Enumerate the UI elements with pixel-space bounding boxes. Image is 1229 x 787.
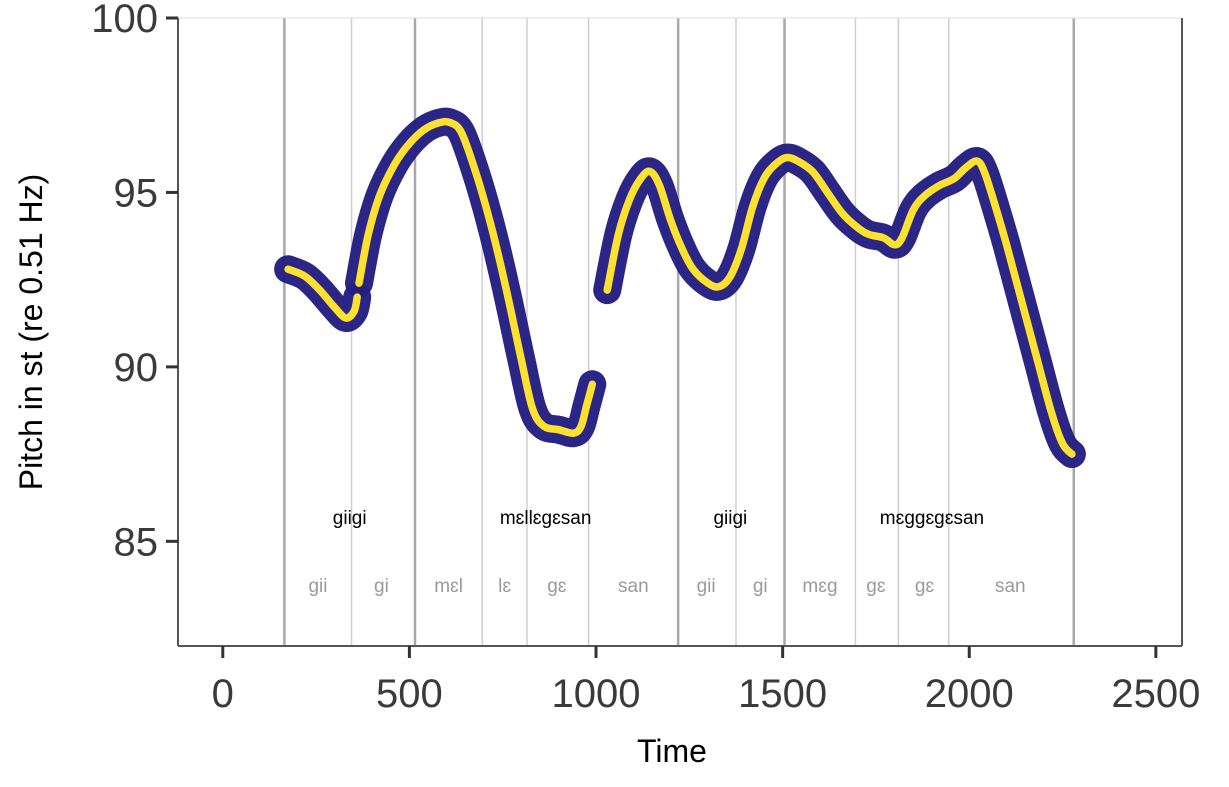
x-tick-label: 1500: [738, 672, 827, 716]
x-tick-label: 1000: [552, 672, 641, 716]
syllable-label: gii: [308, 576, 327, 597]
syllable-label: san: [995, 576, 1026, 597]
word-label: mɛllɛgɛsan: [500, 508, 592, 529]
syllable-label: gɛ: [915, 576, 935, 597]
word-label: giigi: [333, 508, 367, 529]
syllable-label: gɛ: [866, 576, 886, 597]
y-axis: 85 90 95 100: [91, 0, 178, 564]
y-tick-label: 95: [114, 171, 159, 215]
x-tick-label: 0: [212, 672, 234, 716]
pitch-line: [284, 265, 361, 322]
word-label: mɛggɛgɛsan: [880, 508, 984, 529]
syllable-label: san: [618, 576, 649, 597]
syllable-label: gii: [697, 576, 716, 597]
pitch-line: [603, 153, 1076, 458]
pitch-line: [355, 117, 597, 438]
syllable-label: lɛ: [498, 576, 511, 597]
y-axis-title: Pitch in st (re 0.51 Hz): [13, 174, 49, 491]
syllable-label: gɛ: [547, 576, 567, 597]
x-tick-label: 2500: [1111, 672, 1200, 716]
x-tick-label: 500: [376, 672, 443, 716]
syllable-label: gi: [374, 576, 389, 597]
syllable-label: mɛl: [434, 576, 463, 597]
y-tick-label: 90: [114, 346, 159, 390]
y-tick-label: 85: [114, 520, 159, 564]
syllable-label: mɛg: [802, 576, 837, 597]
syllable-label: gi: [753, 576, 768, 597]
syllable-labels: gii gi mɛl lɛ gɛ san gii gi mɛg gɛ gɛ san: [308, 576, 1025, 597]
x-axis-title: Time: [637, 733, 707, 769]
x-tick-label: 2000: [925, 672, 1014, 716]
x-axis: 0 500 1000 1500 2000 2500: [212, 646, 1200, 716]
word-labels: giigi mɛllɛgɛsan giigi mɛggɛgɛsan: [333, 508, 984, 529]
y-tick-label: 100: [91, 0, 158, 41]
word-label: giigi: [713, 508, 747, 529]
pitch-contours: [284, 117, 1076, 458]
